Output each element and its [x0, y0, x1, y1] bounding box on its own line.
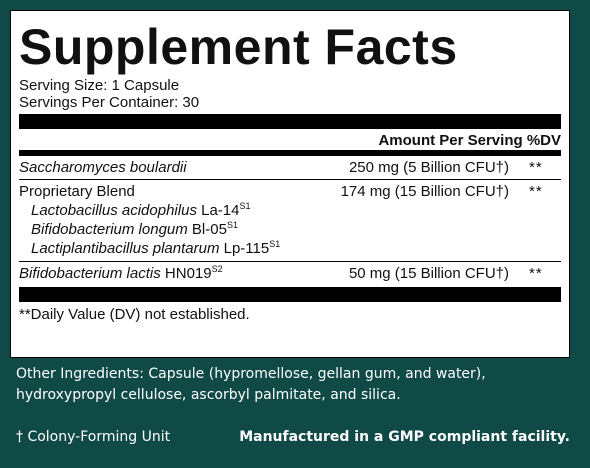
blend-dv: **: [529, 183, 543, 200]
ingredient-name: Saccharomyces boulardii: [19, 159, 187, 176]
supplement-facts-panel: Supplement Facts Serving Size: 1 Capsule…: [10, 10, 570, 358]
other-ingredients: Other Ingredients: Capsule (hypromellose…: [16, 366, 486, 403]
ingredient-amount: 250 mg (5 Billion CFU†): [348, 159, 509, 176]
blend-section: Proprietary Blend 174 mg (15 Billion CFU…: [19, 180, 561, 262]
ingredient-dv: **: [529, 265, 543, 282]
blend-amount: 174 mg (15 Billion CFU†): [340, 183, 509, 200]
blend-item: Lactiplantibacillus plantarum Lp-115S1: [31, 239, 281, 258]
gmp-note: Manufactured in a GMP compliant facility…: [239, 429, 570, 445]
thick-divider-bottom: [19, 287, 561, 302]
servings-per-container: Servings Per Container: 30: [19, 94, 200, 111]
blend-item: Lactobacillus acidophilus La-14S1: [31, 201, 251, 220]
thick-divider: [19, 114, 561, 129]
ingredient-row: Proprietary Blend 174 mg (15 Billion CFU…: [19, 180, 561, 201]
ingredient-amount: 50 mg (15 Billion CFU†): [348, 265, 509, 282]
ingredient-name: Bifidobacterium lactis HN019S2: [19, 264, 223, 283]
serving-info: Serving Size: 1 Capsule Servings Per Con…: [19, 77, 561, 111]
serving-size: Serving Size: 1 Capsule: [19, 77, 180, 94]
label-title: Supplement Facts: [19, 19, 458, 75]
column-header-text: Amount Per Serving %DV: [378, 132, 561, 149]
dv-footnote: **Daily Value (DV) not established.: [19, 306, 250, 323]
column-header: Amount Per Serving %DV: [19, 129, 561, 151]
ingredient-dv: **: [529, 159, 543, 176]
ingredient-row: Bifidobacterium lactis HN019S2 50 mg (15…: [19, 262, 561, 285]
blend-item: Bifidobacterium longum Bl-05S1: [31, 220, 238, 239]
cfu-note: † Colony-Forming Unit: [16, 429, 171, 445]
ingredient-row: Saccharomyces boulardii 250 mg (5 Billio…: [19, 156, 561, 180]
medium-divider: [19, 151, 561, 156]
blend-name: Proprietary Blend: [19, 183, 135, 200]
